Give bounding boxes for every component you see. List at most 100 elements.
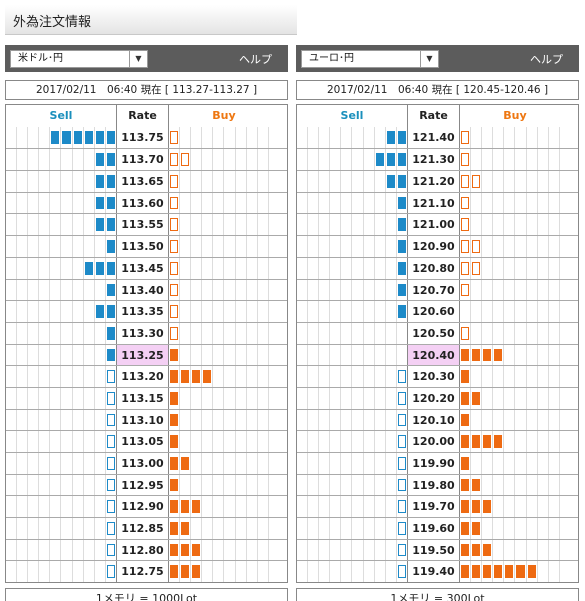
buy-cell	[503, 236, 514, 257]
buy-volume-mark	[170, 240, 179, 253]
sell-cell	[27, 301, 38, 322]
sell-cell	[104, 453, 116, 474]
buy-cell	[481, 496, 492, 518]
sell-cell	[27, 149, 38, 171]
sell-cell	[362, 236, 374, 257]
buy-volume-mark	[483, 543, 492, 557]
sell-cell	[395, 539, 407, 561]
sell-cell	[307, 474, 318, 496]
sell-cells	[6, 344, 116, 366]
buy-volume-mark	[472, 435, 481, 448]
sell-cell	[384, 387, 396, 409]
sell-cell	[340, 366, 351, 387]
table-row: 120.10	[297, 408, 578, 431]
sell-cell	[49, 149, 60, 171]
currency-pair-select[interactable]: ユーロ･円 ▼	[301, 50, 439, 68]
sell-cell	[395, 431, 407, 452]
sell-cell	[71, 409, 83, 431]
sell-cell	[38, 539, 49, 561]
sell-cell	[38, 149, 49, 171]
sell-volume-mark	[397, 370, 406, 383]
sell-cell	[16, 387, 27, 409]
buy-cell	[179, 518, 190, 539]
buy-cells	[460, 431, 570, 452]
buy-cell	[492, 257, 503, 279]
buy-cell	[558, 149, 570, 171]
sell-cell	[82, 409, 94, 431]
sell-cell	[329, 474, 340, 496]
buy-cell	[234, 518, 246, 539]
buy-cell	[169, 366, 179, 387]
order-panel-eurjpy: ユーロ･円 ▼ ヘルプ 2017/02/11 06:40 現在 [ 120.45…	[296, 45, 579, 601]
buy-cell	[470, 301, 481, 322]
sell-cell	[373, 171, 385, 192]
buy-volume-mark	[494, 348, 503, 362]
table-row: 120.50	[297, 321, 578, 344]
sell-cell	[318, 192, 329, 214]
buy-volume-mark	[170, 326, 179, 340]
buy-cell	[201, 496, 212, 518]
sell-cell	[384, 279, 396, 301]
buy-cell	[503, 539, 514, 561]
sell-cell	[38, 301, 49, 322]
buy-volume-mark	[170, 348, 179, 362]
buy-cell	[481, 518, 492, 539]
chevron-down-icon[interactable]: ▼	[129, 51, 147, 67]
buy-cell	[256, 387, 268, 409]
buy-volume-mark	[472, 348, 481, 362]
sell-cell	[297, 236, 307, 257]
buy-cell	[492, 409, 503, 431]
sell-cell	[307, 149, 318, 171]
sell-volume-mark	[397, 196, 406, 210]
buy-cell	[212, 344, 223, 366]
buy-cell	[179, 409, 190, 431]
sell-cell	[38, 257, 49, 279]
buy-cell	[460, 540, 470, 561]
buy-cells	[460, 171, 570, 192]
sell-cell	[49, 561, 60, 583]
sell-volume-mark	[397, 565, 406, 579]
help-link[interactable]: ヘルプ	[530, 53, 563, 66]
buy-cell	[547, 366, 559, 387]
sell-cell	[362, 279, 374, 301]
buy-cell	[190, 192, 201, 214]
sell-cell	[6, 236, 16, 257]
help-link[interactable]: ヘルプ	[239, 53, 272, 66]
sell-volume-mark	[397, 130, 406, 145]
sell-cell	[351, 496, 362, 518]
rate-cell: 121.30	[407, 149, 460, 171]
rate-cell: 119.70	[407, 496, 460, 518]
sell-cell	[27, 387, 38, 409]
sell-cell	[71, 301, 83, 322]
table-row: 121.30	[297, 148, 578, 171]
buy-cell	[514, 322, 525, 344]
sell-cell	[307, 126, 318, 149]
buy-volume-mark	[461, 435, 470, 448]
sell-cell	[329, 366, 340, 387]
sell-cells	[6, 561, 116, 583]
sell-cell	[395, 366, 407, 387]
sell-cell	[307, 171, 318, 192]
buy-cell	[558, 236, 570, 257]
buy-volume-mark	[170, 370, 179, 383]
buy-cell	[525, 214, 537, 236]
sell-cell	[340, 474, 351, 496]
buy-cell	[547, 474, 559, 496]
buy-cell	[223, 322, 234, 344]
buy-cell	[267, 344, 279, 366]
buy-cell	[503, 214, 514, 236]
buy-cell	[212, 171, 223, 192]
sell-cell	[16, 214, 27, 236]
sell-cell	[297, 388, 307, 409]
sell-cell	[318, 301, 329, 322]
sell-cell	[351, 279, 362, 301]
sell-cell	[6, 214, 16, 235]
buy-cell	[514, 561, 525, 583]
currency-pair-select[interactable]: 米ドル･円 ▼	[10, 50, 148, 68]
buy-cell	[190, 257, 201, 279]
buy-cell	[492, 192, 503, 214]
chevron-down-icon[interactable]: ▼	[420, 51, 438, 67]
table-row: 120.40	[297, 343, 578, 366]
buy-cell	[169, 149, 179, 170]
buy-cell	[201, 366, 212, 387]
